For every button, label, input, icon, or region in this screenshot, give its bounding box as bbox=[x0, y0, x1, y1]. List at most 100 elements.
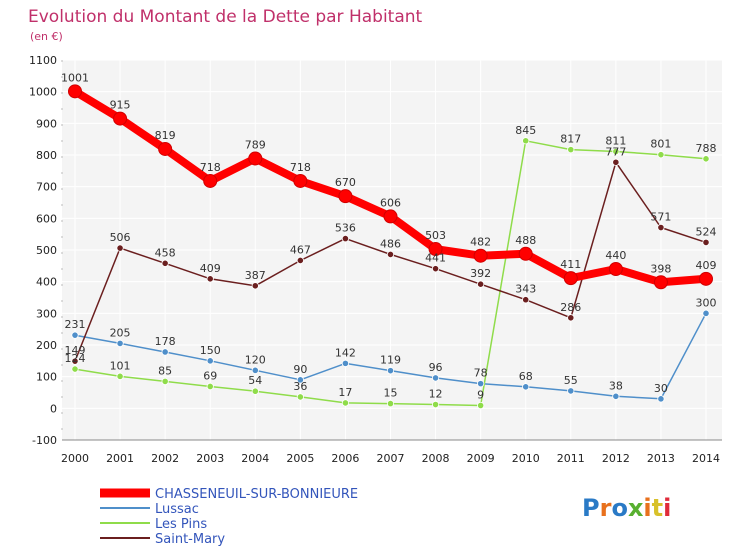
data-point bbox=[657, 223, 665, 232]
data-label: 777 bbox=[605, 145, 626, 158]
data-label: 142 bbox=[335, 346, 356, 359]
data-point bbox=[657, 395, 665, 403]
data-label: 85 bbox=[158, 364, 172, 377]
data-label: 536 bbox=[335, 222, 356, 235]
logo-letter: i bbox=[643, 494, 651, 522]
data-label: 231 bbox=[65, 318, 86, 331]
data-point bbox=[116, 244, 124, 252]
data-label: 78 bbox=[474, 367, 488, 380]
data-label: 30 bbox=[654, 382, 668, 395]
y-tick-label: 100 bbox=[36, 371, 57, 384]
y-tick-label: 600 bbox=[36, 212, 57, 225]
data-point bbox=[68, 84, 82, 99]
x-tick-label: 2003 bbox=[196, 452, 224, 465]
y-tick-label: 0 bbox=[50, 402, 57, 415]
data-point bbox=[702, 155, 710, 163]
data-point bbox=[518, 246, 533, 261]
data-point bbox=[567, 314, 575, 322]
y-tick-label: 1000 bbox=[29, 86, 57, 99]
data-label: 149 bbox=[65, 344, 86, 357]
data-point bbox=[161, 348, 169, 356]
data-point bbox=[522, 296, 530, 304]
x-tick-label: 2002 bbox=[151, 452, 179, 465]
data-label: 38 bbox=[609, 379, 623, 392]
data-label: 69 bbox=[203, 369, 217, 382]
data-point bbox=[608, 262, 623, 276]
data-point bbox=[296, 376, 304, 384]
data-label: 718 bbox=[200, 161, 221, 174]
data-label: 458 bbox=[155, 246, 176, 259]
data-point bbox=[116, 339, 124, 348]
logo-letter: P bbox=[582, 494, 600, 522]
data-label: 36 bbox=[293, 380, 307, 393]
data-label: 101 bbox=[110, 359, 131, 372]
chart-title: Evolution du Montant de la Dette par Hab… bbox=[28, 7, 423, 27]
data-label: 205 bbox=[110, 326, 131, 339]
x-tick-label: 2001 bbox=[106, 452, 134, 465]
data-label: 409 bbox=[696, 259, 717, 272]
y-tick-label: -100 bbox=[32, 434, 57, 447]
data-label: 606 bbox=[380, 196, 401, 209]
data-point bbox=[251, 282, 259, 290]
y-tick-label: 400 bbox=[36, 276, 57, 289]
data-label: 718 bbox=[290, 161, 311, 174]
data-point bbox=[296, 256, 304, 265]
logo-letter: t bbox=[652, 494, 663, 522]
data-point bbox=[206, 382, 214, 391]
y-tick-label: 300 bbox=[36, 307, 57, 320]
y-tick-label: 700 bbox=[36, 181, 57, 194]
data-label: 571 bbox=[650, 211, 671, 224]
data-point bbox=[431, 374, 440, 382]
data-point bbox=[612, 147, 620, 156]
data-label: 670 bbox=[335, 176, 356, 189]
x-tick-label: 2014 bbox=[692, 452, 720, 465]
data-label: 343 bbox=[515, 283, 536, 296]
data-point bbox=[293, 173, 308, 188]
data-point bbox=[251, 387, 259, 395]
data-label: 96 bbox=[429, 361, 443, 374]
data-label: 409 bbox=[200, 262, 221, 275]
data-label: 120 bbox=[245, 353, 266, 366]
data-point bbox=[473, 248, 488, 263]
data-label: 819 bbox=[155, 129, 176, 142]
data-point bbox=[477, 401, 485, 410]
data-point bbox=[702, 238, 710, 246]
data-point bbox=[248, 151, 263, 166]
logo-letter: i bbox=[663, 494, 671, 522]
data-label: 915 bbox=[110, 99, 131, 112]
data-point bbox=[116, 372, 124, 380]
data-label: 15 bbox=[384, 387, 398, 400]
data-label: 286 bbox=[560, 301, 581, 314]
y-tick-label: 200 bbox=[36, 339, 57, 352]
data-label: 392 bbox=[470, 267, 491, 280]
x-tick-label: 2011 bbox=[557, 452, 585, 465]
data-point bbox=[477, 380, 485, 388]
data-point bbox=[341, 359, 350, 367]
data-label: 788 bbox=[696, 142, 717, 155]
proxiti-logo: Proxiti bbox=[582, 494, 671, 522]
data-point bbox=[612, 392, 620, 400]
data-point bbox=[71, 357, 79, 365]
data-label: 789 bbox=[245, 138, 266, 151]
y-tick-label: 1100 bbox=[29, 54, 57, 67]
data-label: 440 bbox=[605, 249, 626, 262]
y-tick-label: 800 bbox=[36, 149, 57, 162]
data-label: 387 bbox=[245, 269, 266, 282]
data-point bbox=[431, 400, 440, 409]
data-label: 488 bbox=[515, 234, 536, 247]
data-point bbox=[158, 141, 173, 156]
data-point bbox=[477, 280, 485, 288]
data-label: 503 bbox=[425, 229, 446, 242]
logo-letter: o bbox=[611, 494, 628, 522]
x-tick-label: 2012 bbox=[602, 452, 630, 465]
logo-letter: x bbox=[628, 494, 644, 522]
data-point bbox=[71, 331, 79, 339]
data-point bbox=[653, 275, 668, 290]
data-point bbox=[203, 173, 218, 188]
x-tick-label: 2000 bbox=[61, 452, 89, 465]
legend-label: CHASSENEUIL-SUR-BONNIEURE bbox=[155, 487, 358, 502]
data-label: 124 bbox=[65, 352, 86, 365]
data-point bbox=[71, 365, 79, 373]
